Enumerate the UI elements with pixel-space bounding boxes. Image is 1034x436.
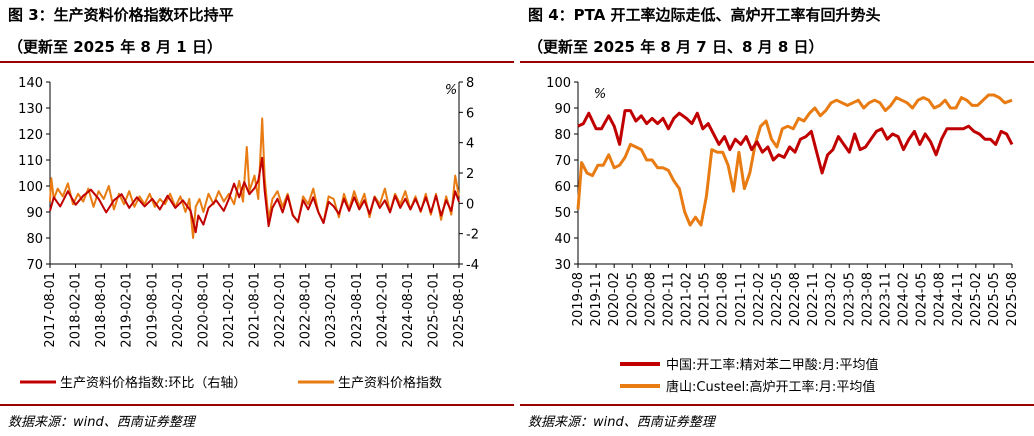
y-tick-label-right: 6 [466, 106, 474, 121]
right-bottom-rule [520, 404, 1034, 406]
x-tick-label: 2022-11 [806, 272, 821, 326]
x-tick-label: 2022-08-01 [299, 272, 314, 348]
y-tick-label-left: 120 [18, 128, 43, 143]
x-tick-label: 2025-08-01 [452, 272, 467, 348]
y-tick-label-right: 0 [466, 197, 474, 212]
x-tick-label: 2020-02 [607, 272, 622, 326]
x-tick-label: 2022-08 [788, 272, 803, 326]
x-tick-label: 2023-02-01 [324, 272, 339, 348]
right-top-rule [520, 61, 1034, 63]
right-chart-subtitle: （更新至 2025 年 8 月 7 日、8 月 8 日） [528, 38, 824, 56]
legend-label-blast-furnace-rate: 唐山:Custeel:高炉开工率:月:平均值 [666, 379, 875, 395]
x-tick-label: 2023-11 [878, 272, 893, 326]
x-tick-label: 2021-11 [734, 272, 749, 326]
x-tick-label: 2023-08-01 [350, 272, 365, 348]
y-axis-unit: % [594, 87, 606, 102]
x-tick-label: 2024-08-01 [401, 272, 416, 348]
y-tick-label-left: 110 [18, 154, 43, 169]
x-tick-label: 2025-02-01 [426, 272, 441, 348]
y-tick-label: 70 [554, 154, 571, 169]
y-tick-label-right: 2 [466, 167, 474, 182]
x-tick-label: 2024-02 [897, 272, 912, 326]
y-tick-label-left: 140 [18, 76, 43, 91]
x-tick-label: 2018-02-01 [69, 272, 84, 348]
x-tick-label: 2022-05 [770, 272, 785, 326]
series-line-pta-rate [577, 109, 1014, 175]
series-line-mom-change [49, 156, 460, 234]
y-tick-label: 30 [554, 258, 571, 273]
y-tick-label: 80 [554, 128, 571, 143]
left-bottom-rule [0, 404, 514, 406]
x-tick-label: 2020-05 [625, 272, 640, 326]
y-tick-label-left: 100 [18, 180, 43, 195]
y-tick-label: 100 [546, 76, 571, 91]
y-tick-label-right: 8 [466, 76, 474, 91]
x-tick-label: 2020-08 [643, 272, 658, 326]
left-chart-subtitle: （更新至 2025 年 8 月 1 日） [8, 38, 222, 56]
x-tick-label: 2024-11 [951, 272, 966, 326]
right-source-note: 数据来源：wind、西南证券整理 [528, 415, 715, 430]
x-tick-label: 2023-02 [824, 272, 839, 326]
y-tick-label-right: 4 [466, 137, 474, 152]
x-tick-label: 2020-02-01 [171, 272, 186, 348]
y-tick-label-right: -2 [466, 228, 479, 243]
x-tick-label: 2018-08-01 [94, 272, 109, 348]
x-tick-label: 2024-05 [915, 272, 930, 326]
right-chart-title: 图 4：PTA 开工率边际走低、高炉开工率有回升势头 [528, 6, 881, 24]
x-tick-label: 2021-08-01 [248, 272, 263, 348]
y-tick-label: 60 [554, 180, 571, 195]
y-tick-label-right: -4 [466, 258, 479, 273]
right-axis-unit: % [445, 83, 457, 98]
left-chart-panel: 图 3：生产资料价格指数环比持平 （更新至 2025 年 8 月 1 日） 70… [0, 6, 514, 430]
x-tick-label: 2021-05 [698, 272, 713, 326]
x-tick-label: 2019-11 [589, 272, 604, 326]
right-chart-panel: 图 4：PTA 开工率边际走低、高炉开工率有回升势头 （更新至 2025 年 8… [520, 0, 1034, 436]
y-tick-label: 50 [554, 206, 571, 221]
left-chart-svg: 70 80 90 100 110 120 130 140 -4 -2 0 2 4 6 8% 2017-08-0… [18, 76, 479, 391]
legend-label-price-index: 生产资料价格指数 [338, 375, 442, 391]
x-tick-label: 2019-08-01 [145, 272, 160, 348]
left-top-rule [0, 61, 514, 63]
series-line-price-index [49, 117, 460, 239]
x-tick-label: 2021-02 [680, 272, 695, 326]
x-tick-label: 2021-08 [716, 272, 731, 326]
x-tick-label: 2024-08 [933, 272, 948, 326]
series-line-blast-furnace-rate [576, 93, 1013, 227]
left-source-note: 数据来源：wind、西南证券整理 [8, 415, 195, 430]
x-tick-label: 2022-02-01 [273, 272, 288, 348]
x-tick-label: 2023-08 [860, 272, 875, 326]
x-tick-label: 2025-08 [1005, 272, 1020, 326]
legend-label-mom-change: 生产资料价格指数:环比（右轴） [60, 375, 246, 391]
x-tick-label: 2023-05 [842, 272, 857, 326]
y-tick-label: 40 [554, 232, 571, 247]
y-tick-label-left: 70 [26, 258, 43, 273]
y-tick-label-left: 90 [26, 206, 43, 221]
x-tick-label: 2025-02 [969, 272, 984, 326]
y-tick-label-left: 130 [18, 102, 43, 117]
x-tick-label: 2020-11 [661, 272, 676, 326]
left-chart-title: 图 3：生产资料价格指数环比持平 [8, 6, 234, 24]
x-tick-label: 2019-02-01 [120, 272, 135, 348]
x-tick-label: 2017-08-01 [43, 272, 58, 348]
x-tick-label: 2021-02-01 [222, 272, 237, 348]
y-tick-label-left: 80 [26, 232, 43, 247]
x-tick-label: 2019-08 [571, 272, 586, 326]
y-tick-label: 90 [554, 102, 571, 117]
legend-label-pta-rate: 中国:开工率:精对苯二甲酸:月:平均值 [666, 357, 879, 373]
x-tick-label: 2020-08-01 [196, 272, 211, 348]
x-tick-label: 2022-02 [752, 272, 767, 326]
x-tick-label: 2024-02-01 [375, 272, 390, 348]
x-tick-label: 2025-05 [987, 272, 1002, 326]
